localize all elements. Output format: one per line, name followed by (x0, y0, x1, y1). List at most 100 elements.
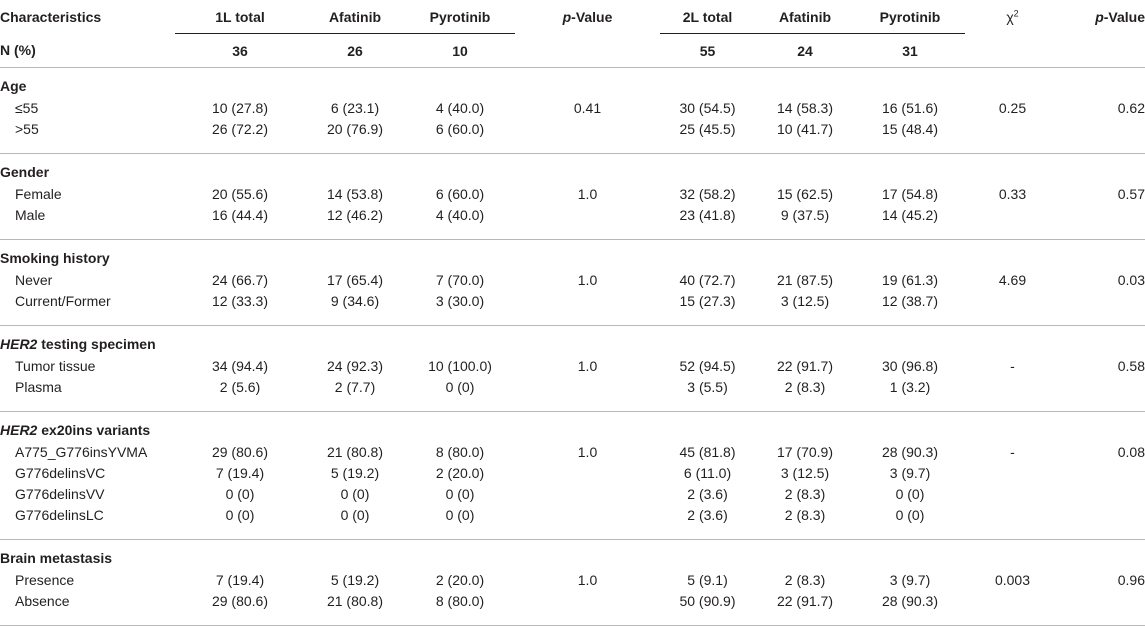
cell-chi-square (965, 207, 1060, 240)
cell-pyrotinib-1l: 6 (60.0) (435, 186, 485, 202)
cell-total-1l: 24 (66.7) (211, 272, 269, 288)
section-title-row: Gender (0, 153, 1145, 186)
cell-afatinib-1l: 0 (0) (340, 507, 370, 523)
cell-total-1l: 10 (27.8) (211, 100, 269, 116)
cell-afatinib-2l: 3 (12.5) (780, 465, 830, 481)
cell-total-2l: 25 (45.5) (679, 121, 736, 137)
cell-pvalue-2l (1060, 293, 1145, 326)
cell-total-2l: 3 (5.5) (687, 379, 728, 395)
cell-pyrotinib-1l: 2 (20.0) (435, 572, 485, 588)
cell-total-1l: 2 (5.6) (219, 379, 261, 395)
cell-total-1l: 12 (33.3) (211, 293, 269, 309)
cell-pyrotinib-1l: 0 (0) (445, 486, 475, 502)
cell-afatinib-2l: 17 (70.9) (776, 444, 834, 460)
table-row: >55 26 (72.2) 20 (76.9) 6 (60.0) 25 (45.5) 10… (0, 121, 1145, 154)
header-row: Characteristics 1L total Afatinib Pyroti… (0, 0, 1145, 34)
n-2l-afatinib: 24 (797, 42, 813, 59)
header-1l-pvalue: p-Value (562, 8, 613, 25)
header-2l-pyrotinib: Pyrotinib (855, 0, 965, 34)
cell-total-2l: 2 (3.6) (687, 486, 728, 502)
section-title: Gender (0, 153, 175, 186)
cell-pvalue-2l: 0.96 (1117, 572, 1145, 588)
section-title-row: HER2 ex20ins variants (0, 411, 1145, 444)
cell-total-2l: 50 (90.9) (660, 593, 755, 626)
cell-afatinib-2l: 21 (87.5) (776, 272, 834, 288)
cell-pvalue-1l: 0.41 (573, 100, 602, 116)
cell-total-2l: 32 (58.2) (679, 186, 736, 202)
cell-pyrotinib-1l: 4 (40.0) (435, 100, 485, 116)
table-body: Age ≤55 10 (27.8) 6 (23.1) 4 (40.0) 0.41 30 (5… (0, 67, 1145, 626)
cell-pvalue-1l: 1.0 (577, 572, 598, 588)
cell-pvalue-2l: 0.62 (1117, 100, 1145, 116)
header-1l-afatinib: Afatinib (305, 0, 405, 34)
cell-afatinib-1l: 5 (19.2) (330, 465, 380, 481)
cell-afatinib-2l: 15 (62.5) (776, 186, 834, 202)
cell-pyrotinib-1l: 8 (80.0) (405, 593, 515, 626)
table-row: A775_G776insYVMA 29 (80.6) 21 (80.8) 8 (80.… (0, 444, 1145, 465)
cell-afatinib-2l: 3 (12.5) (780, 293, 830, 309)
cell-pyrotinib-2l: 0 (0) (895, 507, 925, 523)
cell-pyrotinib-2l: 17 (54.8) (881, 186, 939, 202)
cell-total-1l: 26 (72.2) (211, 121, 269, 137)
cell-total-1l: 20 (55.6) (211, 186, 269, 202)
n-row: N (%) 36 26 10 55 24 31 (0, 34, 1145, 68)
cell-afatinib-1l: 5 (19.2) (330, 572, 380, 588)
table-row: G776delinsVV 0 (0) 0 (0) 0 (0) 2 (3.6) 2 (8.3… (0, 486, 1145, 507)
table-row: Presence 7 (19.4) 5 (19.2) 2 (20.0) 1.0 5 (9.… (0, 572, 1145, 593)
table-row: Tumor tissue 34 (94.4) 24 (92.3) 10 (100.0)… (0, 358, 1145, 379)
table-row: G776delinsVC 7 (19.4) 5 (19.2) 2 (20.0) 6 (1… (0, 465, 1145, 486)
section-title-row: Smoking history (0, 239, 1145, 272)
cell-afatinib-2l: 2 (8.3) (784, 486, 826, 502)
cell-pyrotinib-2l: 12 (38.7) (881, 293, 939, 309)
cell-label: G776delinsLC (15, 507, 104, 523)
cell-chi-square: - (1010, 444, 1015, 460)
cell-afatinib-2l: 22 (91.7) (776, 358, 834, 374)
cell-pvalue-1l (515, 293, 660, 326)
cell-pvalue-2l (1060, 207, 1145, 240)
cell-pvalue-1l (515, 379, 660, 412)
cell-pvalue-2l (1060, 121, 1145, 154)
cell-afatinib-2l: 14 (58.3) (776, 100, 834, 116)
cell-pvalue-1l: 1.0 (577, 444, 598, 460)
cell-afatinib-1l: 2 (7.7) (334, 379, 376, 395)
n-label: N (%) (0, 42, 36, 59)
cell-total-2l: 23 (41.8) (679, 207, 736, 223)
cell-pyrotinib-2l: 16 (51.6) (881, 100, 939, 116)
cell-chi-square: 0.003 (994, 572, 1031, 588)
cell-afatinib-1l: 24 (92.3) (326, 358, 384, 374)
cell-pvalue-2l: 0.08 (1117, 444, 1145, 460)
cell-total-1l: 34 (94.4) (211, 358, 269, 374)
cell-label: Female (15, 186, 62, 202)
cell-afatinib-1l: 12 (46.2) (326, 207, 384, 223)
section-title: HER2 ex20ins variants (0, 411, 175, 444)
cell-total-1l: 7 (19.4) (215, 465, 265, 481)
cell-chi-square (965, 593, 1060, 626)
cell-chi-square (965, 486, 1060, 507)
cell-pvalue-1l (515, 121, 660, 154)
cell-pyrotinib-2l: 3 (9.7) (889, 572, 931, 588)
cell-total-1l: 7 (19.4) (215, 572, 265, 588)
cell-pvalue-1l: 1.0 (577, 358, 598, 374)
cell-total-2l: 45 (81.8) (679, 444, 736, 460)
cell-label: A775_G776insYVMA (15, 444, 148, 460)
cell-pyrotinib-1l: 8 (80.0) (435, 444, 485, 460)
cell-pyrotinib-2l: 30 (96.8) (881, 358, 939, 374)
cell-chi-square (965, 293, 1060, 326)
cell-pyrotinib-2l: 28 (90.3) (855, 593, 965, 626)
cell-afatinib-1l: 17 (65.4) (326, 272, 384, 288)
cell-chi-square: 4.69 (998, 272, 1027, 288)
cell-pvalue-1l (515, 507, 660, 540)
cell-total-2l: 2 (3.6) (687, 507, 728, 523)
cell-pvalue-1l: 1.0 (577, 272, 598, 288)
cell-pvalue-2l (1060, 486, 1145, 507)
cell-label: >55 (15, 121, 39, 137)
cell-pvalue-2l (1060, 593, 1145, 626)
cell-total-2l: 52 (94.5) (679, 358, 736, 374)
cell-pyrotinib-1l: 4 (40.0) (435, 207, 485, 223)
cell-afatinib-1l: 21 (80.8) (305, 593, 405, 626)
cell-pyrotinib-2l: 14 (45.2) (881, 207, 939, 223)
cell-label: Absence (0, 593, 175, 626)
cell-afatinib-1l: 20 (76.9) (326, 121, 384, 137)
cell-pvalue-1l (515, 207, 660, 240)
cell-total-1l: 16 (44.4) (211, 207, 269, 223)
